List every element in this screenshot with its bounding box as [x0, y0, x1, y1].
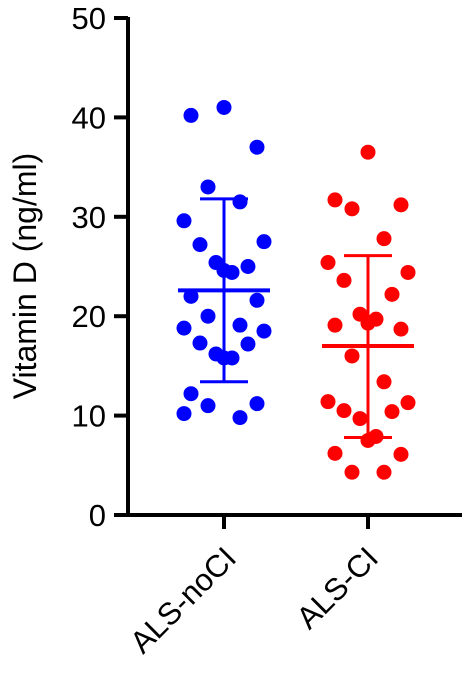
data-point	[232, 410, 248, 426]
data-point	[320, 255, 336, 271]
data-point	[183, 386, 199, 402]
data-point	[183, 288, 199, 304]
data-point	[327, 192, 343, 208]
data-point	[336, 272, 352, 288]
data-point	[256, 323, 272, 339]
data-point	[320, 394, 336, 410]
data-point	[176, 213, 192, 229]
data-point	[249, 292, 265, 308]
data-point	[376, 374, 392, 390]
data-point	[393, 446, 409, 462]
data-point	[344, 348, 360, 364]
data-point	[240, 336, 256, 352]
y-tick-label: 50	[72, 1, 106, 36]
data-point	[360, 144, 376, 160]
data-point	[384, 286, 400, 302]
data-point	[192, 335, 208, 351]
data-point	[336, 403, 352, 419]
category-label-als-noci: ALS-noCI	[123, 540, 243, 660]
y-tick-label: 10	[72, 399, 106, 434]
data-point	[352, 411, 368, 427]
data-point	[200, 179, 216, 195]
data-point	[393, 197, 409, 213]
data-point	[327, 445, 343, 461]
data-point	[384, 404, 400, 420]
data-points	[176, 99, 416, 480]
y-tick-label: 30	[72, 200, 106, 235]
data-point	[256, 234, 272, 250]
data-point	[344, 464, 360, 480]
data-point	[249, 139, 265, 155]
data-point	[376, 231, 392, 247]
y-tick-label: 40	[72, 100, 106, 135]
data-point	[200, 398, 216, 414]
y-tick-label: 0	[89, 498, 106, 533]
data-point	[176, 320, 192, 336]
data-point	[232, 194, 248, 210]
category-label-als-ci: ALS-CI	[290, 540, 385, 635]
x-axis	[126, 513, 462, 529]
data-point	[192, 237, 208, 253]
data-point	[216, 99, 232, 115]
data-point	[183, 107, 199, 123]
data-point	[249, 396, 265, 412]
data-point	[232, 317, 248, 333]
y-axis: 0 10 20 30 40 50	[72, 1, 130, 533]
summary-bars	[178, 197, 414, 439]
y-axis-title: Vitamin D (ng/ml)	[7, 153, 43, 400]
data-point	[327, 317, 343, 333]
data-point	[240, 259, 256, 274]
data-point	[376, 464, 392, 480]
data-point	[400, 395, 416, 411]
data-point	[200, 308, 216, 324]
data-point	[393, 321, 409, 337]
y-tick-label: 20	[72, 299, 106, 334]
data-point	[176, 406, 192, 422]
data-point	[400, 264, 416, 280]
data-point	[344, 201, 360, 217]
